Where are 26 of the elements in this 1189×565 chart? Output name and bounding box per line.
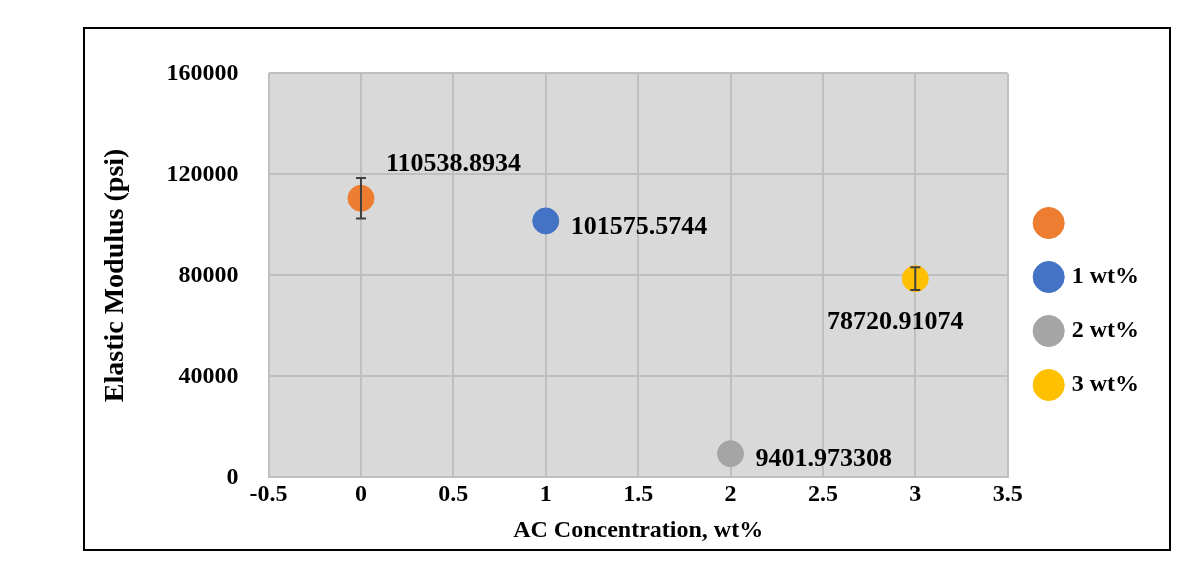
x-tick-label: 3.5 <box>992 480 1023 506</box>
point <box>532 207 560 235</box>
y-tick-label: 0 <box>226 462 239 489</box>
y-axis-title: Elastic Modulus (psi) <box>98 148 130 403</box>
data-label: 101575.5744 <box>570 210 708 240</box>
x-tick-label: 2 <box>724 480 737 506</box>
y-tick-label: 80000 <box>178 260 239 287</box>
x-tick-label: 3 <box>909 480 922 506</box>
point <box>347 184 375 212</box>
x-axis-title: AC Concentration, wt% <box>513 515 764 542</box>
data-label: 9401.973308 <box>755 443 893 473</box>
y-tick-label: 40000 <box>178 361 239 388</box>
x-tick-label: 1.5 <box>623 480 654 506</box>
legend-label: 3 wt% <box>1071 370 1139 397</box>
data-label: 110538.8934 <box>385 148 522 178</box>
legend-label: 1 wt% <box>1071 262 1139 289</box>
x-tick-label: 0.5 <box>438 480 469 506</box>
legend-label: 2 wt% <box>1071 316 1139 343</box>
data-label: 78720.91074 <box>827 306 964 336</box>
point <box>717 440 745 468</box>
y-tick-label: 160000 <box>166 58 239 85</box>
x-tick-label: 2.5 <box>807 480 838 506</box>
x-tick-label: -0.5 <box>249 480 288 506</box>
y-tick-label: 120000 <box>166 159 239 186</box>
x-tick-label: 1 <box>539 480 552 506</box>
x-tick-label: 0 <box>354 480 367 506</box>
